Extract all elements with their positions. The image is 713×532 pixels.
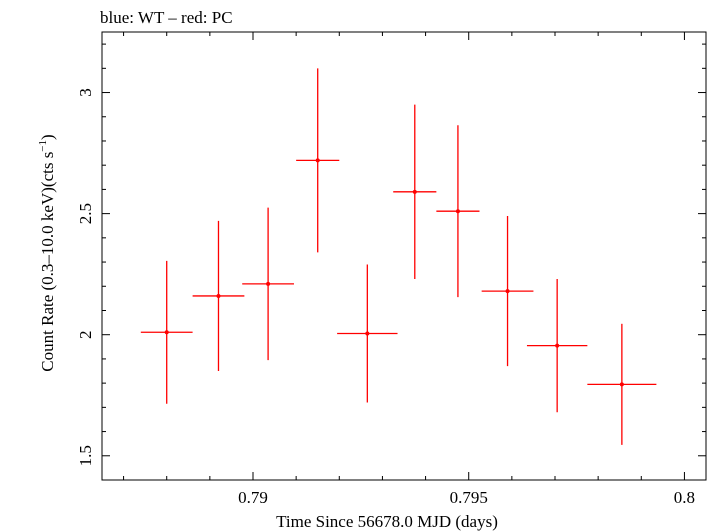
point-marker bbox=[505, 289, 510, 294]
point-marker bbox=[315, 158, 320, 163]
data-point bbox=[296, 68, 340, 253]
plot-frame bbox=[101, 31, 707, 481]
point-marker bbox=[365, 331, 370, 336]
data-point bbox=[481, 216, 534, 367]
point-marker bbox=[555, 343, 560, 348]
data-point bbox=[436, 125, 480, 298]
point-marker bbox=[266, 281, 271, 286]
data-point bbox=[526, 279, 588, 413]
y-axis-label: Count Rate (0.3–10.0 keV)(cts s−1) bbox=[37, 134, 57, 371]
point-marker bbox=[412, 189, 417, 194]
data-point bbox=[337, 264, 398, 403]
data-marks bbox=[140, 68, 657, 445]
x-tick-label: 0.795 bbox=[450, 488, 488, 507]
data-point bbox=[242, 207, 294, 361]
y-tick-label: 3 bbox=[76, 88, 95, 97]
point-marker bbox=[455, 209, 460, 214]
x-axis-label: Time Since 56678.0 MJD (days) bbox=[276, 512, 498, 531]
chart-title: blue: WT – red: PC bbox=[100, 8, 233, 27]
y-axis-label-close: ) bbox=[38, 134, 57, 140]
data-point bbox=[192, 220, 245, 372]
x-tick-label: 0.79 bbox=[238, 488, 268, 507]
axis-ticks: 0.79 0.795 0.8 1.5 2 2.5 3 bbox=[76, 32, 706, 507]
data-point bbox=[587, 323, 657, 445]
y-tick-label: 1.5 bbox=[76, 445, 95, 466]
point-marker bbox=[164, 330, 169, 335]
y-axis-label-main: Count Rate (0.3–10.0 keV)(cts s bbox=[38, 152, 57, 372]
data-point bbox=[140, 260, 193, 404]
x-tick-label: 0.8 bbox=[674, 488, 695, 507]
point-marker bbox=[619, 382, 624, 387]
point-marker bbox=[216, 293, 221, 298]
y-axis-label-sup: −1 bbox=[37, 140, 49, 152]
y-tick-label: 2.5 bbox=[76, 203, 95, 224]
data-point bbox=[393, 104, 437, 280]
y-tick-label: 2 bbox=[76, 330, 95, 339]
